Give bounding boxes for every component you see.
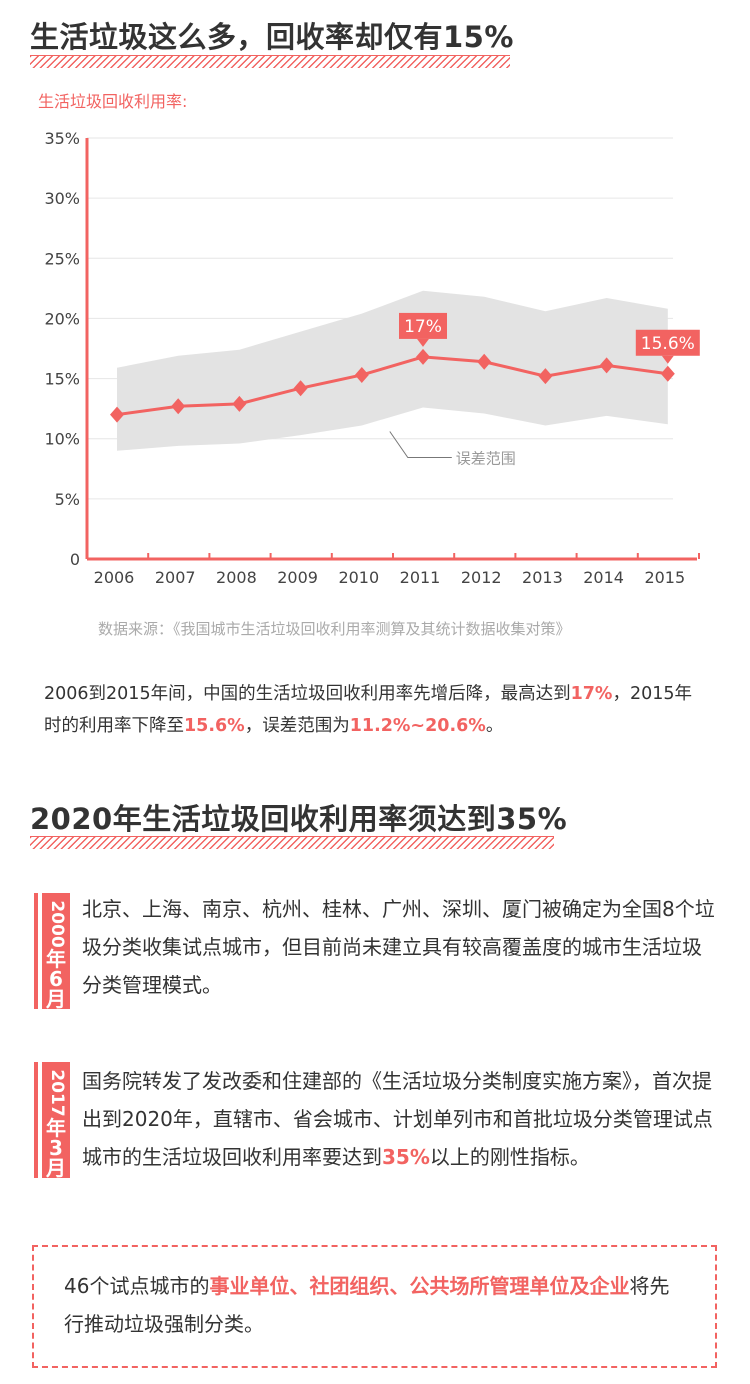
callout-label: 15.6% [641,334,695,354]
date-tag-2000-06: 2000 年 6 月 [42,893,70,1009]
callout-bubble [399,312,447,339]
event-text-2017: 国务院转发了发改委和住建部的《生活垃圾分类制度实施方案》，首次提出到2020年，… [82,1062,716,1176]
y-tick-label: 35% [44,129,80,148]
date-year: 2017 [47,1069,67,1117]
x-tick-label: 2009 [277,568,318,587]
event-text-2017-part2: 以上的刚性指标。 [429,1145,590,1169]
summary-text-1: 2006到2015年间，中国的生活垃圾回收利用率先增后降，最高达到 [44,684,571,704]
data-point [538,368,553,385]
y-tick-label: 30% [44,189,80,208]
callout-box: 46个试点城市的事业单位、社团组织、公共场所管理单位及企业将先行推动垃圾强制分类… [32,1245,717,1368]
y-tick-label: 5% [55,490,80,509]
band-label: 误差范围 [456,449,516,467]
callout-highlight: 事业单位、社团组织、公共场所管理单位及企业 [209,1274,630,1298]
error-band [117,290,668,451]
data-point [416,348,430,365]
event-text-2017-highlight: 35% [382,1145,430,1169]
x-tick-label: 2015 [644,568,685,587]
callout-bubble [635,329,700,356]
date-nian: 年 [46,947,66,971]
date-yue: 月 [46,1156,66,1180]
callout-text: 46个试点城市的事业单位、社团组织、公共场所管理单位及企业将先行推动垃圾强制分类… [64,1267,679,1343]
series-line [116,355,669,417]
data-point [293,380,308,397]
chart-title: 生活垃圾回收利用率: [38,92,188,111]
callout-pointer [661,355,674,364]
summary-peak-value: 17% [570,684,613,704]
summary-text-3: ，误差范围为 [244,716,350,736]
chart-source: 数据来源：《我国城市生活垃圾回收利用率测算及其统计数据收集对策》 [98,620,571,638]
callout-label: 17% [404,317,442,337]
data-point [110,406,124,423]
y-tick-label: 0 [70,550,80,569]
event-text-2017-part1: 国务院转发了发改委和住建部的《生活垃圾分类制度实施方案》，首次提出到2020年，… [82,1069,713,1169]
y-tick-label: 20% [44,309,80,328]
callout-text-part2: 将先行推动垃圾强制分类。 [64,1274,670,1336]
callout-text-part1: 46个试点城市的 [64,1274,210,1298]
date-month: 6 [49,967,63,991]
date-tag-accent [34,893,38,1009]
data-point [232,395,247,412]
summary-current-value: 15.6% [184,716,245,736]
data-point [599,357,614,374]
summary-paragraph: 2006到2015年间，中国的生活垃圾回收利用率先增后降，最高达到17%，201… [44,678,704,742]
date-month: 3 [49,1136,63,1160]
section-title-2020: 2020年生活垃圾回收利用率须达到35% [30,802,568,836]
summary-text-2: ，2015年时的利用率下降至 [44,684,693,736]
x-tick-label: 2008 [216,568,257,587]
data-point [477,353,492,370]
title-underline-decoration [30,836,554,849]
date-tag-2017-03: 2017 年 3 月 [42,1062,70,1178]
section-title: 生活垃圾这么多，回收率却仅有15% [30,20,514,54]
summary-text-4: 。 [485,716,504,736]
summary-range-value: 11.2%~20.6% [349,716,486,736]
data-point [660,365,675,382]
title-underline-decoration [30,55,510,68]
recycling-rate-chart: 0 5% 10% 15% 20% 25% 30% 35% 误差范围 2006 2007 2008 200… [44,129,700,587]
data-point [171,398,186,415]
date-year: 2000 [47,900,67,948]
event-text-2000: 北京、上海、南京、杭州、桂林、广州、深圳、厦门被确定为全国8个垃圾分类收集试点城… [82,897,715,997]
date-yue: 月 [46,987,66,1011]
x-tick-label: 2007 [155,568,196,587]
y-tick-label: 10% [44,430,80,449]
x-tick-label: 2012 [461,568,502,587]
y-tick-label: 25% [44,249,80,268]
data-point [354,366,369,383]
x-tick-label: 2011 [400,568,441,587]
date-nian: 年 [46,1116,66,1140]
x-tick-label: 2006 [94,568,135,587]
x-tick-label: 2010 [338,568,379,587]
callout-pointer [417,338,429,347]
x-tick-label: 2014 [583,568,624,587]
x-tick-label: 2013 [522,568,563,587]
y-tick-label: 15% [44,370,80,389]
date-tag-accent [34,1062,38,1178]
band-leader-line [389,431,452,458]
